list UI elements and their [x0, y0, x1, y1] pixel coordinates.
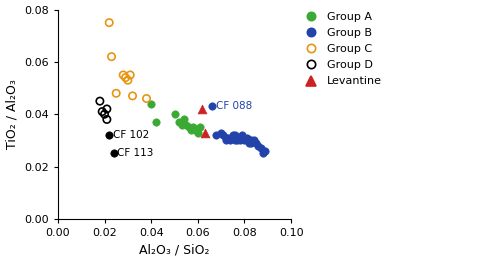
Point	[198, 107, 206, 111]
Text: CF 113: CF 113	[118, 149, 154, 159]
Point	[208, 104, 216, 108]
Text: CF 102: CF 102	[112, 130, 149, 140]
Point	[103, 107, 111, 111]
Point	[180, 117, 188, 122]
Point	[229, 136, 237, 140]
Point	[98, 110, 106, 114]
Point	[222, 138, 230, 143]
Point	[196, 125, 204, 129]
Point	[224, 136, 232, 140]
Point	[119, 73, 127, 77]
Point	[254, 144, 262, 148]
Point	[103, 117, 111, 122]
Point	[178, 123, 186, 127]
Point	[187, 128, 195, 132]
Point	[128, 94, 136, 98]
Point	[245, 138, 253, 143]
Point	[243, 138, 251, 143]
Point	[248, 138, 256, 143]
Point	[124, 78, 132, 82]
Point	[112, 91, 120, 95]
Text: CF 088: CF 088	[216, 101, 252, 111]
Point	[217, 130, 225, 135]
Point	[126, 73, 134, 77]
Point	[231, 138, 239, 143]
Point	[147, 102, 155, 106]
Point	[96, 99, 104, 103]
Point	[122, 75, 130, 80]
Point	[212, 133, 220, 137]
Point	[152, 120, 160, 124]
Y-axis label: TiO₂ / Al₂O₃: TiO₂ / Al₂O₃	[6, 79, 18, 149]
Point	[231, 133, 239, 137]
Point	[192, 128, 200, 132]
Point	[252, 141, 260, 145]
X-axis label: Al₂O₃ / SiO₂: Al₂O₃ / SiO₂	[140, 243, 210, 256]
Point	[234, 138, 241, 143]
Point	[222, 136, 230, 140]
Point	[226, 138, 234, 143]
Point	[236, 138, 244, 143]
Point	[220, 133, 228, 137]
Point	[105, 133, 113, 137]
Point	[257, 146, 265, 150]
Point	[243, 136, 251, 140]
Point	[110, 151, 118, 156]
Point	[238, 133, 246, 137]
Point	[170, 112, 178, 116]
Point	[240, 138, 248, 143]
Legend: Group A, Group B, Group C, Group D, Levantine: Group A, Group B, Group C, Group D, Leva…	[299, 11, 383, 88]
Point	[240, 136, 248, 140]
Point	[229, 133, 237, 137]
Point	[184, 125, 192, 129]
Point	[238, 136, 246, 140]
Point	[248, 141, 256, 145]
Point	[245, 141, 253, 145]
Point	[142, 96, 150, 101]
Point	[175, 120, 183, 124]
Point	[105, 20, 113, 25]
Point	[236, 136, 244, 140]
Point	[201, 130, 209, 135]
Point	[194, 130, 202, 135]
Point	[108, 54, 116, 59]
Point	[234, 136, 241, 140]
Point	[182, 123, 190, 127]
Point	[100, 112, 108, 116]
Point	[250, 138, 258, 143]
Point	[262, 149, 270, 153]
Point	[189, 125, 197, 129]
Point	[259, 151, 267, 156]
